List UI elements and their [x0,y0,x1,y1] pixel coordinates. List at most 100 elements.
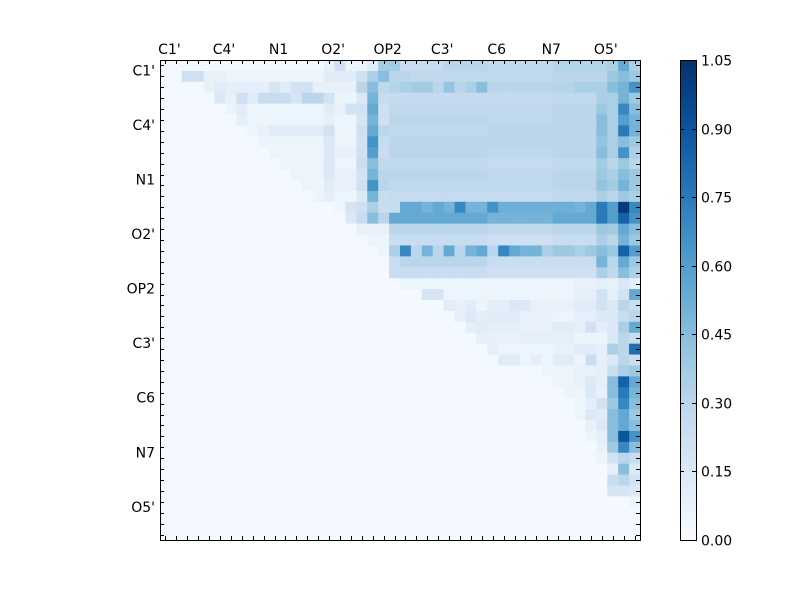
heatmap-cell [618,245,630,257]
heatmap-cell [509,278,521,290]
heatmap-cell [530,212,543,225]
heatmap-cell [574,114,586,126]
heatmap-cell [509,387,521,399]
heatmap-cell [487,387,499,399]
heatmap-cell [269,158,281,170]
heatmap-cell [487,201,499,214]
heatmap-cell [181,463,194,475]
heatmap-cell [541,103,554,115]
heatmap-cell [258,278,270,290]
heatmap-cell [290,267,303,279]
heatmap-cell [541,518,554,530]
heatmap-cell [585,420,597,432]
heatmap-cell [465,300,477,312]
heatmap-cell [432,256,445,268]
heatmap-cell [596,387,608,399]
heatmap-cell [170,452,183,465]
heatmap-cell [378,354,390,366]
heatmap-cell [236,212,248,225]
heatmap-cell [400,92,412,105]
heatmap-cell [301,223,314,235]
heatmap-cell [432,245,445,257]
heatmap-cell [323,463,335,475]
heatmap-cell [530,354,543,366]
heatmap-cell [574,310,586,323]
heatmap-cell [378,289,390,301]
heatmap-cell [280,365,292,377]
heatmap-cell [345,529,357,541]
heatmap-cell [498,354,510,366]
heatmap-cell [585,223,597,235]
heatmap-cell [487,474,499,486]
heatmap-cell [378,420,390,432]
heatmap-cell [432,289,445,301]
heatmap-cell [170,463,183,475]
heatmap-cell [400,332,412,345]
heatmap-cell [552,267,565,279]
heatmap-cell [334,158,346,170]
heatmap-cell [629,245,641,257]
heatmap-cell [170,409,183,421]
heatmap-cell [476,103,488,115]
heatmap-cell [552,180,565,192]
heatmap-cell [509,398,521,410]
heatmap-cell [629,430,641,443]
heatmap-cell [214,485,226,497]
heatmap-cell [465,60,477,72]
heatmap-cell [225,441,237,454]
heatmap-cell [400,125,412,137]
heatmap-cell [520,376,532,388]
heatmap-cell [367,70,379,83]
heatmap-cell [225,376,237,388]
heatmap-cell [247,256,259,268]
heatmap-cell [192,430,205,443]
heatmap-cell [170,289,183,301]
heatmap-cell [258,190,270,203]
heatmap-cell [465,223,477,235]
heatmap-cell [203,430,215,443]
heatmap-cell [552,190,565,203]
heatmap-cell [520,70,532,83]
heatmap-cell [498,125,510,137]
heatmap-cell [618,507,630,519]
heatmap-cell [476,474,488,486]
heatmap-cell [378,136,390,148]
heatmap-cell [323,365,335,377]
heatmap-cell [487,452,499,465]
heatmap-cell [160,354,172,366]
heatmap-cell [290,201,303,214]
heatmap-cell [443,518,455,530]
heatmap-cell [312,81,325,94]
heatmap-cell [225,92,237,105]
heatmap-cell [454,376,466,388]
heatmap-cell [465,289,477,301]
heatmap-cell [574,92,586,105]
heatmap-cell [410,441,423,454]
heatmap-cell [541,441,554,454]
heatmap-cell [498,474,510,486]
heatmap-cell [541,92,554,105]
heatmap-cell [400,409,412,421]
heatmap-cell [541,420,554,432]
heatmap-cell [476,321,488,334]
axis-ticks [160,60,640,540]
heatmap-cell [181,387,194,399]
heatmap-cell [269,452,281,465]
heatmap-cell [389,343,401,355]
heatmap-cell [487,376,499,388]
heatmap-cell [410,300,423,312]
heatmap-cell [400,60,412,72]
heatmap-cell [421,485,434,497]
heatmap-cell [170,114,183,126]
heatmap-cell [520,496,532,508]
heatmap-cell [301,332,314,345]
heatmap-cell [334,190,346,203]
heatmap-cell [334,169,346,181]
heatmap-cell [345,420,357,432]
heatmap-cell [203,158,215,170]
heatmap-cell [345,376,357,388]
heatmap-cell [509,103,521,115]
heatmap-cell [236,136,248,148]
heatmap-cell [530,70,543,83]
